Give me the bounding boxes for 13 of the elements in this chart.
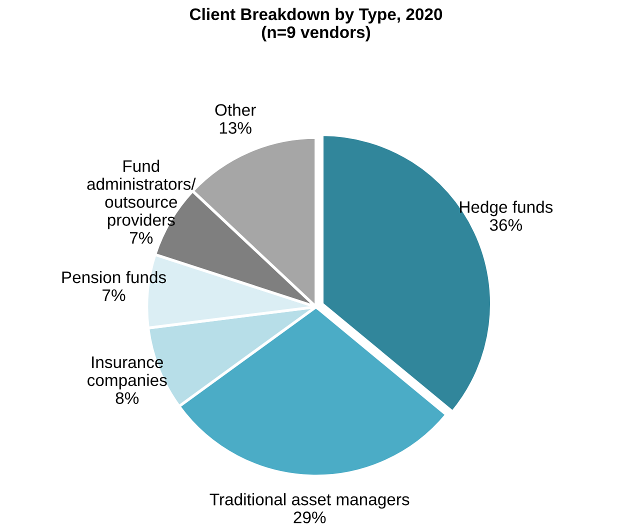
data-label: 8%	[116, 392, 139, 404]
slice-label: Hedge funds	[460, 200, 553, 216]
slice-label: Pension funds	[62, 270, 166, 284]
data-label: 7%	[130, 232, 153, 244]
data-label: 13%	[220, 122, 252, 134]
slice-label: Traditional asset managers	[210, 493, 410, 509]
data-label: 36%	[490, 219, 522, 231]
data-label: 29%	[294, 512, 326, 524]
chart-title: Client Breakdown by Type, 2020 (n=9 vendors)	[190, 8, 442, 42]
slice-label: Insurance companies	[88, 356, 167, 390]
data-label: 7%	[102, 289, 126, 302]
slice-label: Other	[215, 104, 256, 116]
slice-label: Fund administrators/ outsource providers	[87, 160, 196, 230]
